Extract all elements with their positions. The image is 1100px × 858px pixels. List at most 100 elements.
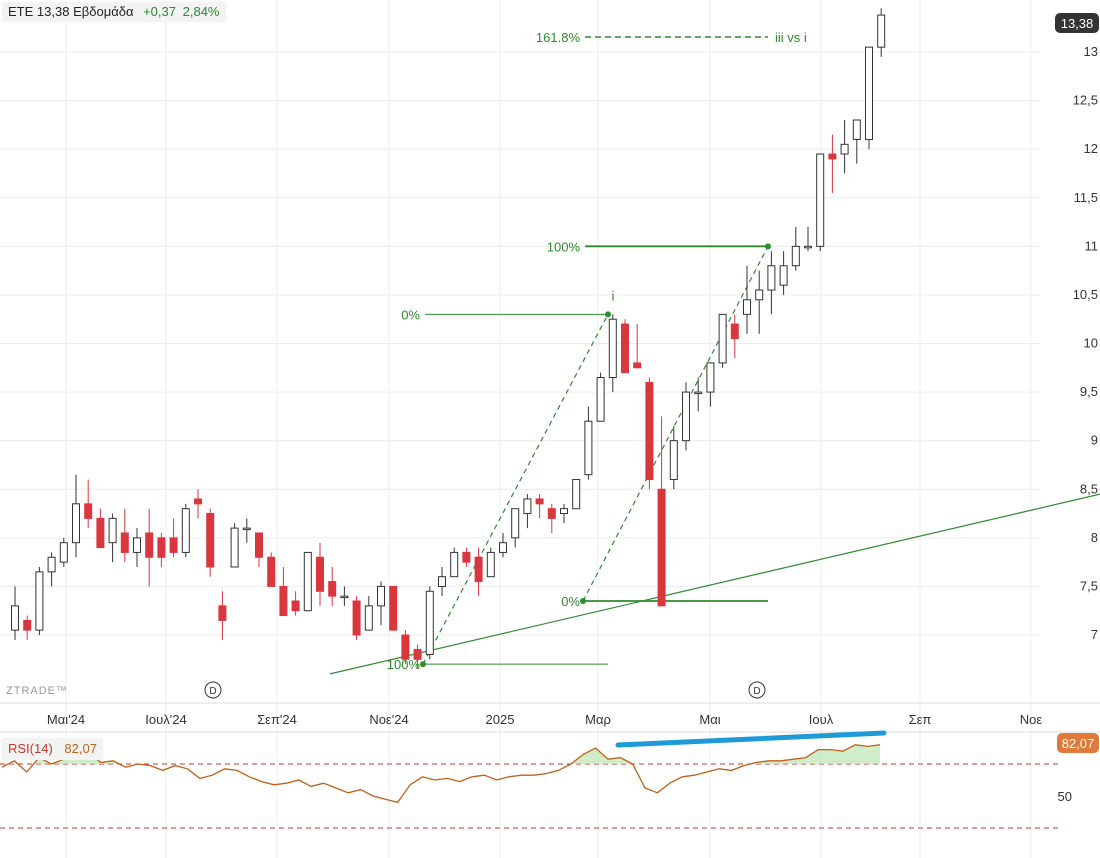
rsi-value-tag [1057,733,1099,753]
price-tick-label: 10,5 [1073,287,1098,302]
rsi-value: 82,07 [64,741,97,756]
wave-iii-projection [582,246,769,602]
candle-up [499,542,507,553]
time-axis: Μαι'24 Ιουλ'24 Σεπ'24 Νοε'24 2025 Μαρ Μαι Ιουλ Σ… [0,681,1100,727]
last-price-label: 13,38 [1061,16,1094,31]
candle-up [865,46,873,140]
candle-down [730,323,739,340]
rsi-title: RSI(14) [8,741,53,756]
candle-down [413,649,422,660]
candle-up [108,517,117,544]
time-tick-label: Νοε [1020,712,1043,727]
support-trendline [329,493,1100,675]
price-tick-label: 8,5 [1080,481,1098,496]
candle-down [621,323,629,374]
change: +0,37 [143,4,176,19]
candle-up [425,590,434,655]
candle-up [242,527,251,531]
candle-down [401,634,410,660]
brand-watermark: ZTRADE™ [6,685,68,697]
candle-up [852,119,861,140]
candle-up [840,143,849,155]
last-price-tag [1055,13,1099,33]
period: Εβδομάδα [73,4,134,19]
candle-down [96,517,105,549]
fib-1618-label: 161.8% [536,30,581,45]
price-tick-label: 8 [1091,530,1098,545]
candle-up [743,299,751,315]
rsi-line [1,744,881,804]
candle-down [389,585,398,631]
candle-down [169,537,178,553]
price-tick-label: 7,5 [1080,578,1098,593]
candle-up [560,508,568,515]
candle-down [23,619,32,631]
time-tick-label: Σεπ'24 [257,712,297,727]
candle-up [364,605,373,631]
candle-up [718,313,727,364]
price-tick-label: 13 [1084,44,1098,59]
fib-0-low-label: 0% [561,594,580,609]
candle-up [47,556,56,573]
candle-down [462,551,471,563]
candle-down [218,605,227,621]
candle-down [194,498,202,505]
wave-label-iii-vs-i: iii vs i [775,30,807,45]
time-tick-label: Μαι'24 [47,712,85,727]
candle-up [596,377,605,422]
candle-up [340,595,349,599]
candle-down [828,153,837,160]
candle-up [816,153,825,247]
candle-down [633,362,642,369]
fib-0-high-label: 0% [401,307,420,322]
rsi-divergence-line [615,730,887,748]
candle-down [352,600,361,636]
time-tick-label: Μαρ [585,712,611,727]
candle-down [535,498,544,505]
candle-up [755,289,764,301]
candle-up [791,245,800,267]
rsi-tick-label: 50 [1058,789,1072,804]
candle-up [72,503,80,544]
fib-100-low-label: 100% [387,657,421,672]
wave-label-i: i [612,288,615,303]
fib-point [765,243,771,250]
candle-up [59,542,68,563]
candle-down [84,503,93,519]
candle-down [328,581,337,597]
candle-down [657,488,666,607]
candle-up [779,265,788,286]
candle-down [645,381,654,481]
candlestick-series [11,8,886,670]
candle-down [206,513,215,568]
symbol: ETE [8,4,34,19]
time-tick-label: 2025 [486,712,515,727]
candle-up [584,420,593,476]
candle-up [35,571,44,631]
fib-point [605,311,611,318]
price-tick-label: 9 [1091,433,1098,448]
candle-up [706,362,715,393]
candle-up [450,551,459,578]
price-tick-label: 11,5 [1074,190,1098,205]
candle-down [291,600,300,612]
candle-down [279,585,288,617]
candle-up [877,14,886,48]
wave-i-projection [422,314,609,665]
candle-up [804,245,812,249]
fib-point [420,661,426,668]
time-tick-label: Μαι [699,712,720,727]
time-tick-label: Σεπ [909,712,932,727]
time-tick-label: Νοε'24 [369,712,408,727]
price-tick-label: 12,5 [1073,93,1098,108]
price-tick-label: 10 [1084,336,1098,351]
time-tick-label: Ιουλ [809,712,834,727]
candle-up [572,479,581,510]
time-tick-label: Ιουλ'24 [145,712,186,727]
price: 13,38 [36,4,70,19]
candle-up [230,527,239,568]
candle-up [767,265,776,291]
candle-up [523,498,532,515]
candle-down [316,556,324,592]
